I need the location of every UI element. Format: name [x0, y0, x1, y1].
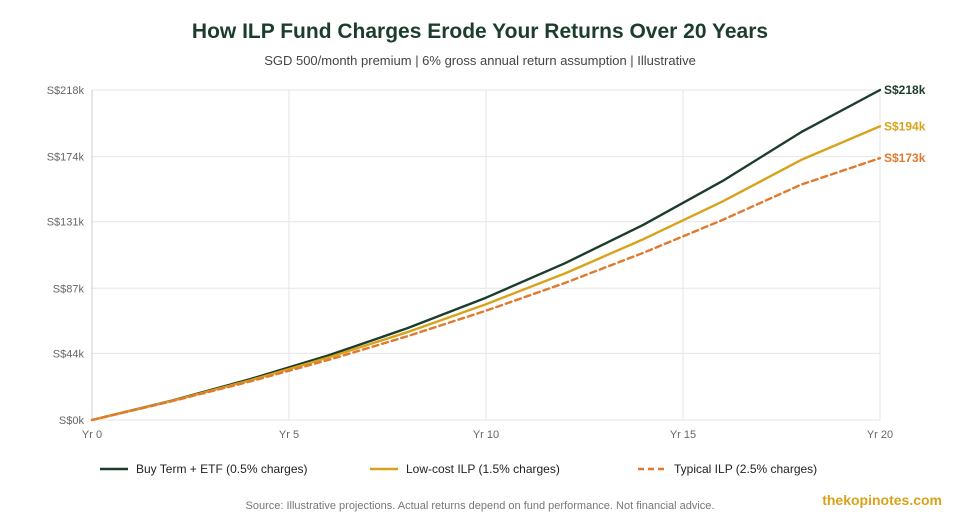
end-value-label-1: S$218k: [884, 83, 926, 97]
source-note: Source: Illustrative projections. Actual…: [245, 500, 715, 512]
x-tick-label: Yr 5: [279, 429, 299, 441]
legend-label-3: Typical ILP (2.5% charges): [674, 462, 817, 476]
grid-lines: [91, 89, 881, 421]
chart-subtitle: SGD 500/month premium | 6% gross annual …: [264, 53, 696, 68]
legend: Buy Term + ETF (0.5% charges) Low-cost IL…: [100, 462, 817, 476]
legend-label-2: Low-cost ILP (1.5% charges): [406, 462, 560, 476]
series-line-3: [90, 156, 882, 422]
end-value-label-2: S$194k: [884, 119, 926, 133]
end-labels: S$218k S$194k S$173k: [884, 83, 926, 165]
end-value-label-3: S$173k: [884, 151, 926, 165]
x-tick-label: Yr 15: [670, 429, 696, 441]
x-tick-label: Yr 10: [473, 429, 499, 441]
x-tick-label: Yr 20: [867, 429, 893, 441]
chart-title: How ILP Fund Charges Erode Your Returns …: [191, 20, 769, 43]
y-tick-label: S$174k: [47, 152, 85, 164]
series-lines: [90, 88, 882, 422]
x-tick-label: Yr 0: [82, 429, 102, 441]
legend-label-1: Buy Term + ETF (0.5% charges): [136, 462, 308, 476]
axes: S$0k S$44k S$87k S$131k S$174k S$218k Yr 0 Yr 5…: [47, 85, 893, 441]
y-tick-label: S$87k: [53, 283, 85, 295]
y-tick-label: S$44k: [53, 348, 85, 360]
y-tick-label: S$218k: [47, 85, 85, 97]
brand-watermark: thekopinotes.com: [822, 492, 942, 508]
y-tick-label: S$0k: [59, 415, 85, 427]
y-tick-label: S$131k: [47, 217, 85, 229]
